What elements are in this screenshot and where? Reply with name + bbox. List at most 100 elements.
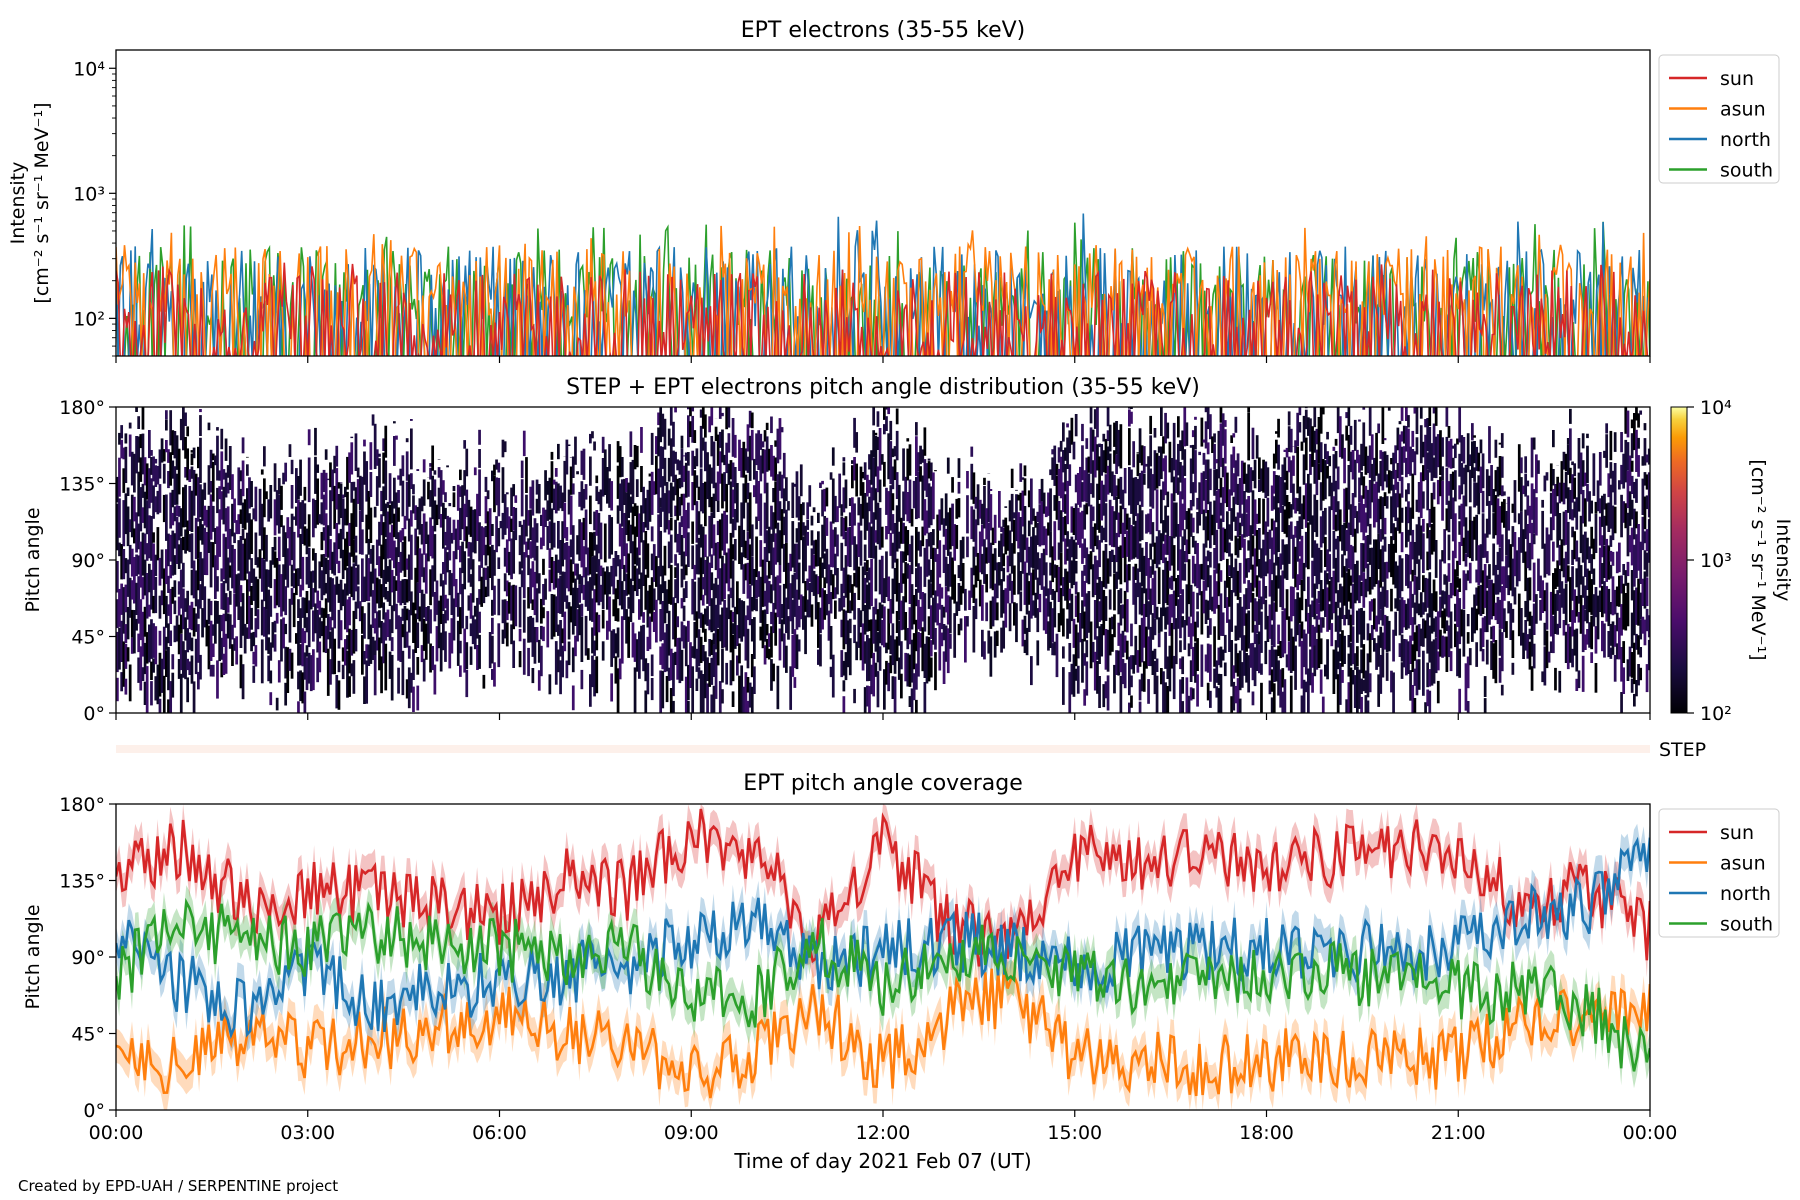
heatmap-cell [288, 648, 292, 671]
heatmap-cell [1473, 441, 1476, 464]
heatmap-cell [1560, 539, 1564, 572]
heatmap-cell [910, 639, 914, 683]
heatmap-cell [559, 540, 562, 575]
heatmap-cell [395, 492, 398, 539]
heatmap-cell [1238, 650, 1242, 691]
heatmap-cell [1571, 648, 1574, 668]
heatmap-cell [529, 509, 533, 540]
heatmap-cell [1434, 591, 1438, 612]
heatmap-cell [1047, 621, 1050, 651]
heatmap-cell [829, 569, 833, 586]
heatmap-cell [1473, 516, 1476, 540]
heatmap-cell [1085, 547, 1089, 583]
heatmap-cell [1494, 439, 1498, 458]
heatmap-cell [684, 676, 688, 713]
heatmap-cell [437, 467, 441, 478]
heatmap-cell [776, 665, 780, 710]
heatmap-cell [369, 507, 373, 543]
heatmap-cell [929, 532, 933, 559]
heatmap-cell [282, 525, 285, 557]
heatmap-cell [241, 460, 245, 497]
heatmap-cell [1128, 656, 1131, 696]
heatmap-cell [1379, 626, 1383, 648]
heatmap-cell [1626, 582, 1630, 627]
heatmap-cell [1613, 589, 1617, 615]
heatmap-cell [638, 578, 641, 589]
heatmap-cell [469, 593, 473, 619]
heatmap-cell [1255, 435, 1259, 459]
heatmap-cell [1633, 544, 1636, 587]
heatmap-cell [676, 459, 680, 471]
heatmap-cell [693, 564, 697, 580]
heatmap-cell [1181, 616, 1185, 628]
heatmap-cell [158, 595, 162, 619]
heatmap-cell [1579, 565, 1583, 585]
heatmap-cell [531, 480, 535, 516]
heatmap-cell [1503, 608, 1506, 633]
heatmap-cell [1466, 701, 1470, 713]
heatmap-cell [1507, 539, 1511, 568]
heatmap-cell [1396, 517, 1400, 531]
heatmap-cell [874, 488, 878, 520]
heatmap-cell [863, 462, 867, 480]
heatmap-cell [580, 450, 584, 475]
heatmap-cell [961, 536, 965, 559]
heatmap-cell [1170, 623, 1174, 669]
heatmap-cell [118, 498, 121, 538]
heatmap-cell [1349, 614, 1353, 642]
heatmap-cell [591, 532, 594, 557]
heatmap-cell [612, 629, 616, 659]
heatmap-cell [1609, 623, 1613, 646]
heatmap-cell [1179, 549, 1182, 594]
heatmap-cell [1566, 487, 1570, 513]
heatmap-cell [887, 576, 891, 602]
heatmap-cell [782, 543, 786, 572]
heatmap-cell [608, 478, 611, 508]
heatmap-cell [1264, 640, 1268, 665]
heatmap-cell [1392, 452, 1395, 479]
heatmap-cell [1594, 587, 1598, 618]
heatmap-cell [603, 449, 607, 495]
heatmap-cell [863, 562, 867, 576]
heatmap-cell [623, 478, 626, 505]
heatmap-cell [1255, 575, 1259, 597]
heatmap-cell [1017, 512, 1020, 549]
heatmap-cell [1581, 433, 1585, 449]
heatmap-cell [410, 672, 413, 693]
heatmap-cell [463, 628, 467, 673]
heatmap-cell [665, 482, 669, 530]
heatmap-cell [265, 534, 268, 562]
heatmap-cell [1405, 639, 1408, 676]
heatmap-cell [755, 516, 758, 530]
heatmap-cell [1543, 590, 1547, 612]
heatmap-cell [1637, 524, 1640, 571]
heatmap-cell [382, 522, 386, 560]
heatmap-cell [116, 561, 119, 593]
heatmap-cell [1432, 618, 1436, 632]
heatmap-cell [309, 571, 313, 610]
heatmap-cell [1215, 686, 1219, 698]
panel3-ylabel: Pitch angle [22, 904, 44, 1009]
heatmap-cell [917, 632, 920, 677]
heatmap-cell [184, 412, 187, 426]
heatmap-cell [1588, 622, 1591, 648]
heatmap-cell [868, 582, 871, 610]
heatmap-cell [1428, 407, 1432, 426]
heatmap-cell [1330, 577, 1334, 620]
heatmap-cell [382, 569, 386, 598]
heatmap-cell [424, 521, 428, 544]
heatmap-cell [552, 522, 556, 548]
heatmap-cell [1428, 625, 1432, 663]
x-tick-label: 09:00 [664, 1122, 719, 1144]
heatmap-cell [1027, 610, 1031, 632]
heatmap-cell [1409, 670, 1412, 701]
heatmap-cell [763, 609, 767, 642]
heatmap-cell [759, 626, 763, 641]
heatmap-cell [1277, 660, 1280, 696]
heatmap-cell [723, 510, 726, 556]
heatmap-cell [868, 496, 871, 512]
heatmap-cell [1081, 543, 1084, 564]
heatmap-cell [889, 420, 893, 441]
heatmap-cell [727, 548, 731, 592]
heatmap-cell [1134, 520, 1138, 558]
